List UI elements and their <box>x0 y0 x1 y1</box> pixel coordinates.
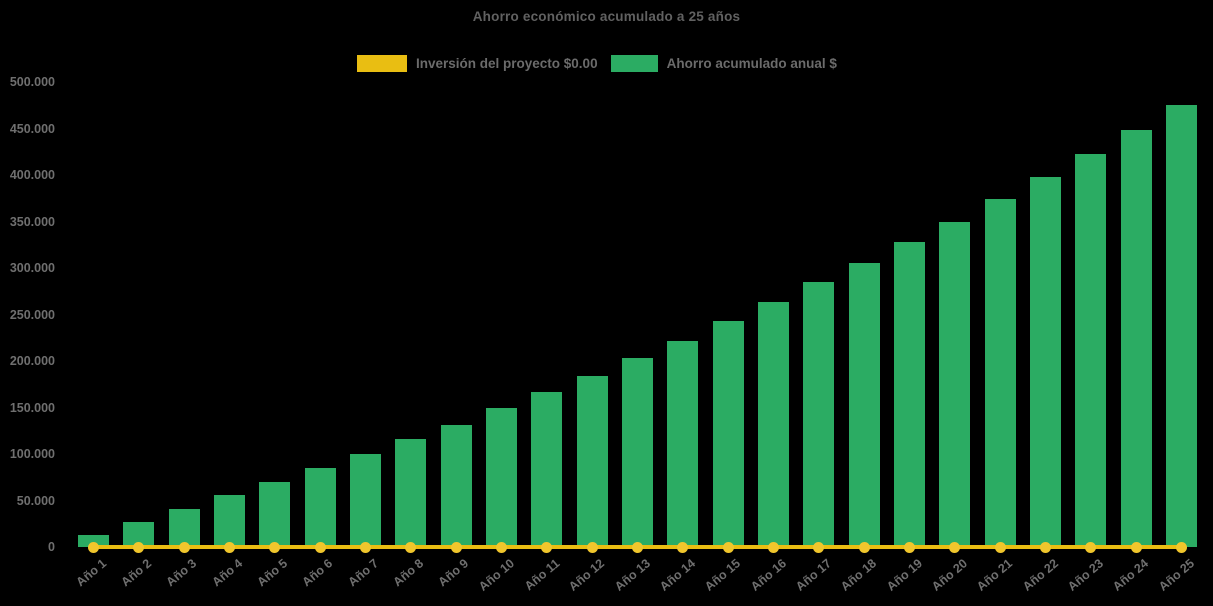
investment-line-marker <box>541 541 553 553</box>
x-tick-label: Año 4 <box>209 556 245 590</box>
y-tick-label: 400.000 <box>9 168 55 182</box>
y-tick-label: 200.000 <box>9 354 55 368</box>
investment-line-marker <box>1085 541 1097 553</box>
investment-line-marker <box>495 541 507 553</box>
cumulative-savings-bar <box>1165 105 1197 547</box>
investment-line-marker <box>178 541 190 553</box>
cumulative-savings-bar <box>984 199 1016 547</box>
cumulative-savings-bar <box>939 221 971 547</box>
legend-item-ahorro[interactable]: Ahorro acumulado anual $ <box>610 55 837 72</box>
y-tick-label: 150.000 <box>9 400 55 415</box>
investment-line-marker <box>314 541 326 553</box>
y-tick-label: 100.000 <box>9 447 55 461</box>
cumulative-savings-bar <box>349 453 381 547</box>
cumulative-savings-bar <box>1120 129 1152 547</box>
y-tick-label: 500.000 <box>9 75 55 89</box>
cumulative-savings-bar <box>1029 176 1061 547</box>
cumulative-savings-bar <box>78 534 109 547</box>
investment-line-marker <box>586 541 598 553</box>
cumulative-savings-bar <box>1075 153 1107 547</box>
chart-title: Ahorro económico acumulado a 25 años <box>472 9 741 24</box>
x-tick-label: Año 6 <box>299 556 336 590</box>
investment-legend-swatch <box>357 55 407 72</box>
plot-area <box>72 82 1198 553</box>
x-tick-label: Año 10 <box>475 556 517 594</box>
x-tick-label: Año 18 <box>838 556 880 594</box>
investment-line-marker <box>949 541 961 553</box>
investment-line-marker <box>450 541 462 553</box>
investment-line-marker <box>722 541 734 553</box>
chart-legend: Inversión del proyecto $0.00 Ahorro acum… <box>357 55 837 72</box>
cumulative-savings-bar <box>803 282 835 547</box>
x-tick-label: Año 21 <box>974 556 1016 594</box>
cumulative-savings-bar <box>893 242 925 547</box>
investment-line-marker <box>1175 541 1187 553</box>
cumulative-savings-bar <box>304 468 336 547</box>
x-tick-label: Año 20 <box>929 556 971 594</box>
investment-line-marker <box>133 541 145 553</box>
x-tick-label: Año 11 <box>521 556 563 594</box>
cumulative-savings-bar <box>259 481 291 547</box>
x-tick-label: Año 7 <box>345 556 381 590</box>
x-tick-label: Año 3 <box>163 556 200 590</box>
cumulative-savings-bar <box>531 392 563 547</box>
x-tick-label: Año 16 <box>747 556 789 594</box>
x-tick-label: Año 22 <box>1019 556 1061 594</box>
x-tick-label: Año 23 <box>1065 556 1107 594</box>
x-tick-label: Año 25 <box>1155 556 1197 594</box>
y-tick-label: 300.000 <box>9 261 55 275</box>
cumulative-savings-bar <box>621 358 653 547</box>
x-tick-label: Año 13 <box>611 556 653 594</box>
cumulative-savings-bar <box>757 302 789 547</box>
investment-line-marker <box>767 541 779 553</box>
investment-line-marker <box>223 541 235 553</box>
investment-line-marker <box>813 541 825 553</box>
x-tick-label: Año 9 <box>435 556 472 590</box>
cumulative-savings-bar <box>440 424 472 547</box>
x-tick-label: Año 1 <box>73 556 109 590</box>
cumulative-savings-bar <box>395 439 427 547</box>
y-tick-label: 250.000 <box>9 307 55 322</box>
x-tick-label: Año 8 <box>390 556 427 590</box>
y-axis-tick-labels: 500.000 450.000 400.000 350.000 300.000 250.0… <box>0 0 55 606</box>
investment-line-marker <box>269 541 281 553</box>
investment-line-marker <box>1130 541 1142 553</box>
x-tick-label: Año 5 <box>254 556 291 590</box>
y-tick-label: 50.000 <box>16 493 55 508</box>
investment-line-marker <box>405 541 417 553</box>
y-tick-label: 0 <box>48 540 55 554</box>
cumulative-savings-bar <box>168 509 200 547</box>
investment-line-marker <box>88 541 99 553</box>
investment-line-marker <box>631 541 643 553</box>
cumulative-savings-bar <box>485 407 517 547</box>
y-tick-label: 350.000 <box>9 214 55 229</box>
investment-line-marker <box>858 541 870 553</box>
cumulative-savings-bar <box>848 262 880 547</box>
cumulative-savings-bar <box>213 495 245 547</box>
cumulative-savings-bar <box>712 321 744 547</box>
cumulative-savings-bar <box>576 375 608 547</box>
x-tick-label: Año 19 <box>883 556 925 594</box>
x-tick-label: Año 2 <box>118 556 155 590</box>
investment-line-marker <box>677 541 689 553</box>
savings-legend-label: Ahorro acumulado anual $ <box>666 56 837 71</box>
investment-line-marker <box>1039 541 1051 553</box>
investment-legend-label: Inversión del proyecto $0.00 <box>416 56 598 71</box>
investment-line-marker <box>903 541 915 553</box>
cumulative-savings-bar <box>667 340 699 547</box>
investment-line-marker <box>359 541 371 553</box>
investment-line-marker <box>994 541 1006 553</box>
x-tick-label: Año 15 <box>702 556 744 594</box>
x-tick-label: Año 17 <box>793 556 835 594</box>
x-tick-label: Año 12 <box>566 556 608 594</box>
x-tick-label: Año 24 <box>1110 556 1152 594</box>
x-tick-label: Año 14 <box>657 556 699 594</box>
legend-item-inversion[interactable]: Inversión del proyecto $0.00 <box>357 55 598 72</box>
y-tick-label: 450.000 <box>9 121 55 136</box>
savings-legend-swatch <box>610 55 658 72</box>
